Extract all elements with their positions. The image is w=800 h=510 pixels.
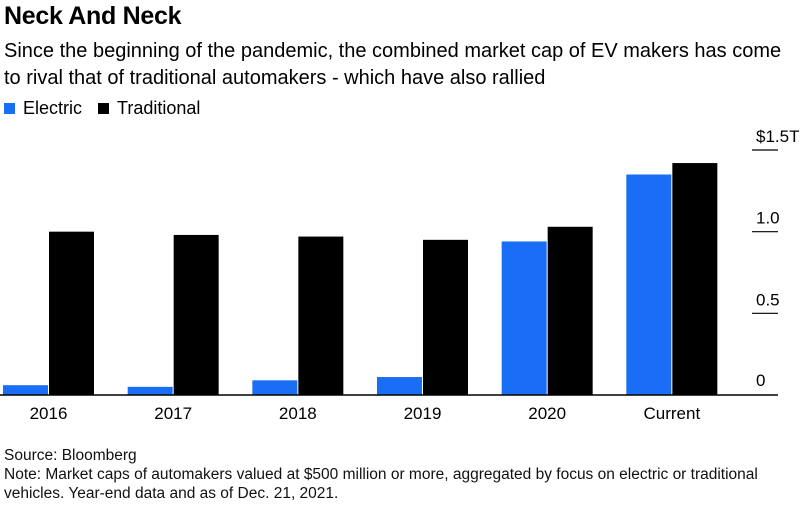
x-tick-label-2016: 2016 [30,404,68,423]
legend-item-electric: Electric [4,98,82,119]
legend-label-electric: Electric [23,98,83,118]
bar-traditional-2016 [49,231,94,395]
x-tick-label-2017: 2017 [154,404,192,423]
footer: Source: Bloomberg Note: Market caps of a… [4,446,796,503]
bar-traditional-2017 [173,234,219,395]
legend-label-traditional: Traditional [117,98,201,118]
bar-chart: 0 0.5 1.0 $1.5T 2016 2017 2018 2019 2020 Current [0,127,799,423]
y-tick-label-0-5: 0.5 [756,290,780,309]
y-tick-label-0: 0 [756,371,765,390]
bar-electric-2016 [3,385,48,395]
bar-traditional-current [672,163,718,395]
y-tick-label--1-5t: $1.5T [756,127,799,146]
bar-electric-2019 [377,377,422,395]
legend-swatch-electric [4,103,15,114]
legend-swatch-traditional [98,103,110,114]
legend: Electric Traditional [4,98,216,119]
x-tick-label-2018: 2018 [279,404,317,423]
y-tick-label-1-0: 1.0 [756,209,780,228]
bar-traditional-2018 [298,236,344,395]
bar-electric-current [626,174,672,395]
legend-item-traditional: Traditional [98,98,200,119]
x-tick-label-current: Current [643,404,700,423]
methodology-note: Note: Market caps of automakers valued a… [4,466,758,502]
bar-traditional-2020 [547,226,593,395]
bar-electric-2018 [252,380,298,395]
source-note: Source: Bloomberg [4,447,137,464]
x-tick-label-2019: 2019 [404,404,442,423]
bar-electric-2020 [501,241,547,395]
chart-subtitle: Since the beginning of the pandemic, the… [4,40,782,89]
bar-electric-2017 [127,386,173,395]
x-tick-label-2020: 2020 [528,404,566,423]
bar-traditional-2019 [423,239,468,395]
chart-title: Neck And Neck [4,2,182,30]
